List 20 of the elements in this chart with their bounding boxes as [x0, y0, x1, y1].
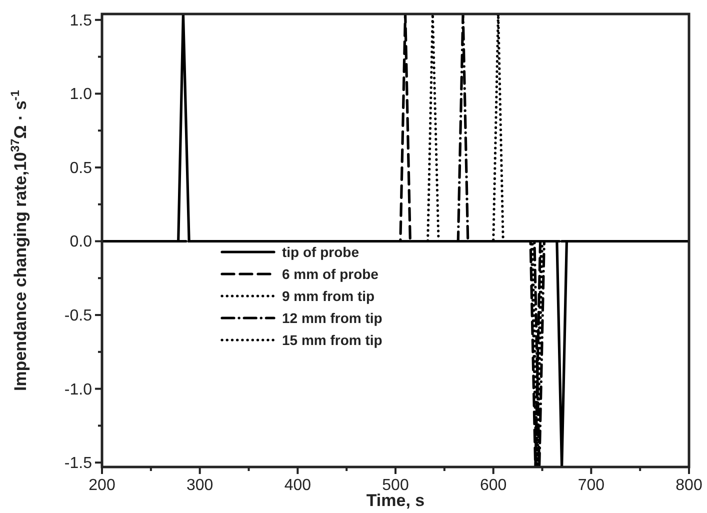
legend-label: tip of probe — [282, 244, 360, 260]
x-tick-label: 200 — [88, 477, 116, 494]
legend-label: 15 mm from tip — [282, 332, 382, 348]
x-tick-label: 500 — [382, 477, 409, 494]
y-tick-label: 0.0 — [70, 234, 92, 251]
y-tick-label: -1.5 — [64, 455, 92, 472]
y-tick-label: 1.5 — [70, 12, 92, 30]
y-tick-label: -0.5 — [64, 308, 92, 325]
legend-label: 12 mm from tip — [282, 310, 382, 326]
y-tick-label: 0.5 — [70, 160, 92, 177]
legend-label: 6 mm of probe — [282, 266, 379, 282]
x-tick-label: 800 — [676, 477, 702, 494]
x-axis-title: Time, s — [366, 491, 425, 510]
x-tick-label: 600 — [480, 477, 507, 494]
x-tick-label: 700 — [578, 477, 605, 494]
legend-label: 9 mm from tip — [282, 288, 375, 304]
y-tick-label: 1.0 — [70, 86, 92, 104]
x-tick-label: 400 — [284, 477, 312, 494]
y-tick-label: -1.0 — [64, 381, 92, 398]
x-tick-label: 300 — [186, 477, 214, 494]
